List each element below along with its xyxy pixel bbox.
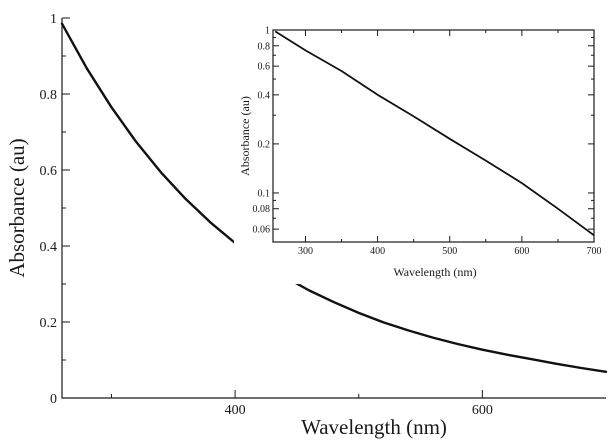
inset-y-axis-label: Absorbance (au): [238, 96, 252, 176]
main-tick-labels: 0 0.2 0.4 0.6 0.8 1 400 600: [40, 12, 493, 418]
inset-y-tick-label: 0.6: [258, 62, 271, 73]
inset-x-tick-label: 300: [298, 246, 313, 257]
inset-y-tick-label: 0.1: [258, 188, 271, 199]
inset-x-tick-label: 600: [514, 246, 529, 257]
inset-tick-labels: 0.06 0.08 0.1 0.2 0.4 0.6 0.8 1 300 400 500 600 700: [253, 26, 602, 258]
inset-frame: [272, 29, 595, 243]
main-x-axis-label: Wavelength (nm): [301, 415, 447, 439]
inset-x-tick-label: 500: [442, 246, 457, 257]
main-x-tick-label: 400: [225, 403, 246, 418]
main-axes-frame: [61, 18, 606, 399]
main-y-tick-label: 0.4: [40, 240, 58, 255]
inset-x-tick-label: 400: [370, 246, 385, 257]
inset-x-axis-label: Wavelength (nm): [393, 265, 476, 279]
main-ticks: [62, 17, 483, 399]
inset-y-tick-label: 0.4: [258, 90, 271, 101]
inset-y-tick-label: 0.08: [253, 204, 271, 215]
inset-y-tick-label: 0.06: [253, 225, 271, 236]
inset-absorbance-curve: [274, 30, 595, 237]
inset-x-tick-label: 700: [587, 246, 602, 257]
main-y-tick-label: 0: [50, 392, 57, 407]
main-y-axis-label: Absorbance (au): [5, 138, 29, 277]
main-absorbance-curve: [60, 22, 608, 373]
main-chart: 0 0.2 0.4 0.6 0.8 1 400 600 Wavelength (nm) Abs…: [5, 12, 608, 439]
inset-y-tick-label: 0.8: [258, 41, 271, 52]
main-x-tick-label: 600: [472, 403, 493, 418]
inset-y-tick-label: 1: [265, 26, 270, 37]
main-y-tick-label: 0.2: [40, 316, 58, 331]
inset-background: [234, 22, 604, 284]
main-y-tick-label: 0.6: [40, 164, 58, 179]
inset-y-tick-label: 0.2: [258, 139, 271, 150]
main-y-tick-label: 0.8: [40, 88, 58, 103]
main-y-tick-label: 1: [50, 12, 57, 27]
